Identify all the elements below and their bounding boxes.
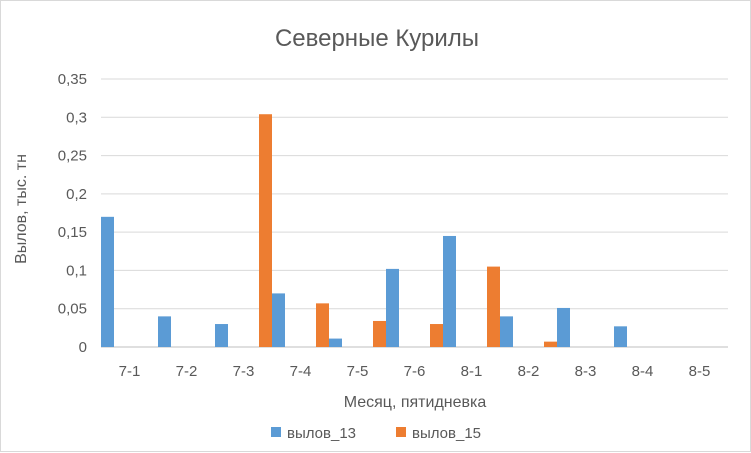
x-tick-label: 8-2 [518, 363, 540, 380]
legend: вылов_13 вылов_15 [271, 425, 481, 442]
bar-вылов_15-7-6 [430, 324, 443, 347]
bar-вылов_13-7-5 [329, 338, 342, 347]
x-tick-label: 7-2 [176, 363, 198, 380]
x-tick-label: 8-5 [689, 363, 711, 380]
legend-swatch [396, 427, 406, 437]
x-tick-label: 8-3 [575, 363, 597, 380]
bar-вылов_13-7-3 [215, 324, 228, 347]
y-axis-ticks: 0 0,05 0,1 0,15 0,2 0,25 0,3 0,35 [58, 71, 87, 356]
x-tick-label: 8-4 [632, 363, 654, 380]
y-tick-label: 0,25 [58, 148, 87, 165]
legend-label: вылов_15 [412, 425, 481, 442]
x-tick-label: 7-4 [290, 363, 312, 380]
legend-label: вылов_13 [287, 425, 356, 442]
y-tick-label: 0,35 [58, 71, 87, 88]
chart-title: Северные Курилы [275, 25, 479, 52]
bar-вылов_13-8-3 [557, 307, 570, 347]
gridlines [101, 78, 728, 348]
y-tick-label: 0,15 [58, 224, 87, 241]
bar-вылов_13-8-2 [500, 316, 513, 347]
bars [101, 114, 627, 347]
y-tick-label: 0,05 [58, 301, 87, 318]
x-tick-label: 7-3 [233, 363, 255, 380]
bar-вылов_13-7-1 [101, 216, 114, 347]
bar-вылов_13-8-1 [443, 235, 456, 347]
bar-вылов_15-8-2 [544, 341, 557, 347]
y-axis-title: Вылов, тыс. тн [13, 154, 30, 264]
bar-вылов_15-7-5 [373, 320, 386, 347]
y-tick-label: 0,1 [66, 262, 87, 279]
bar-вылов_13-8-4 [614, 326, 627, 347]
x-tick-label: 8-1 [461, 363, 483, 380]
bar-вылов_13-7-2 [158, 316, 171, 347]
bar-вылов_13-7-4 [272, 293, 285, 347]
bar-вылов_15-7-3 [259, 114, 272, 347]
bar-вылов_13-7-6 [386, 268, 399, 347]
x-tick-label: 7-6 [404, 363, 426, 380]
legend-swatch [271, 427, 281, 437]
x-tick-label: 7-1 [119, 363, 141, 380]
x-axis-ticks: 7-1 7-2 7-3 7-4 7-5 7-6 8-1 8-2 8-3 8-4 8-5 [119, 363, 711, 380]
y-tick-label: 0 [79, 339, 87, 356]
x-tick-label: 7-5 [347, 363, 369, 380]
y-tick-label: 0,2 [66, 186, 87, 203]
bar-вылов_15-8-1 [487, 266, 500, 347]
bar-вылов_15-7-4 [316, 303, 329, 347]
y-tick-label: 0,3 [66, 109, 87, 126]
x-axis-title: Месяц, пятидневка [344, 394, 487, 411]
